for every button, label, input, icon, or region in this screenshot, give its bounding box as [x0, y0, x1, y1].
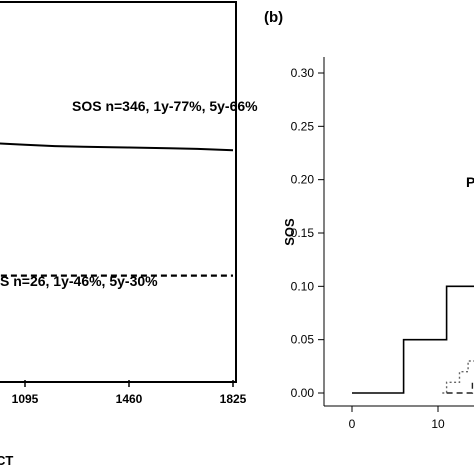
- left-x-axis-title: CT: [0, 453, 13, 468]
- left-x-tick-label-1: 1460: [116, 392, 143, 406]
- right-y-tick-label-2: 0.10: [291, 279, 315, 293]
- right-x-ticks: 0 10: [349, 406, 445, 431]
- right-panel: (b) 0.00 0.05 0.10 0.15 0.20 0.25 0.30 0 10 SOS…: [264, 9, 474, 431]
- right-series-group: [352, 285, 474, 394]
- right-series-line-1: [442, 360, 474, 394]
- right-y-tick-label-4: 0.20: [291, 173, 315, 187]
- right-panel-label: (b): [264, 9, 283, 26]
- left-series-line-0: [0, 142, 234, 152]
- right-series-line-0: [352, 285, 474, 394]
- left-annotation-s: S n=26, 1y-46%, 5y-30%: [0, 273, 158, 289]
- right-truncated-label: P: [466, 174, 474, 190]
- left-annotation-sos: SOS n=346, 1y-77%, 5y-66%: [72, 98, 258, 114]
- right-y-ticks: 0.00 0.05 0.10 0.15 0.20 0.25 0.30: [291, 66, 324, 400]
- right-y-axis-title: SOS: [282, 218, 297, 246]
- right-y-tick-label-3: 0.15: [291, 226, 315, 240]
- left-x-tick-label-2: 1825: [220, 392, 247, 406]
- right-series-line-2: [446, 381, 474, 394]
- right-y-tick-label-6: 0.30: [291, 66, 315, 80]
- right-x-tick-label-0: 0: [349, 417, 356, 431]
- left-panel: 1095 1460 1825 SOS n=346, 1y-77%, 5y-66% S…: [0, 1, 258, 468]
- left-x-ticks: 1095 1460 1825: [12, 380, 247, 406]
- right-y-tick-label-0: 0.00: [291, 386, 315, 400]
- right-x-tick-label-1: 10: [431, 417, 445, 431]
- left-plot-frame: [0, 1, 237, 383]
- right-y-tick-label-5: 0.25: [291, 119, 315, 133]
- left-x-tick-label-0: 1095: [12, 392, 39, 406]
- right-y-tick-label-1: 0.05: [291, 333, 315, 347]
- left-series-group: [0, 142, 234, 277]
